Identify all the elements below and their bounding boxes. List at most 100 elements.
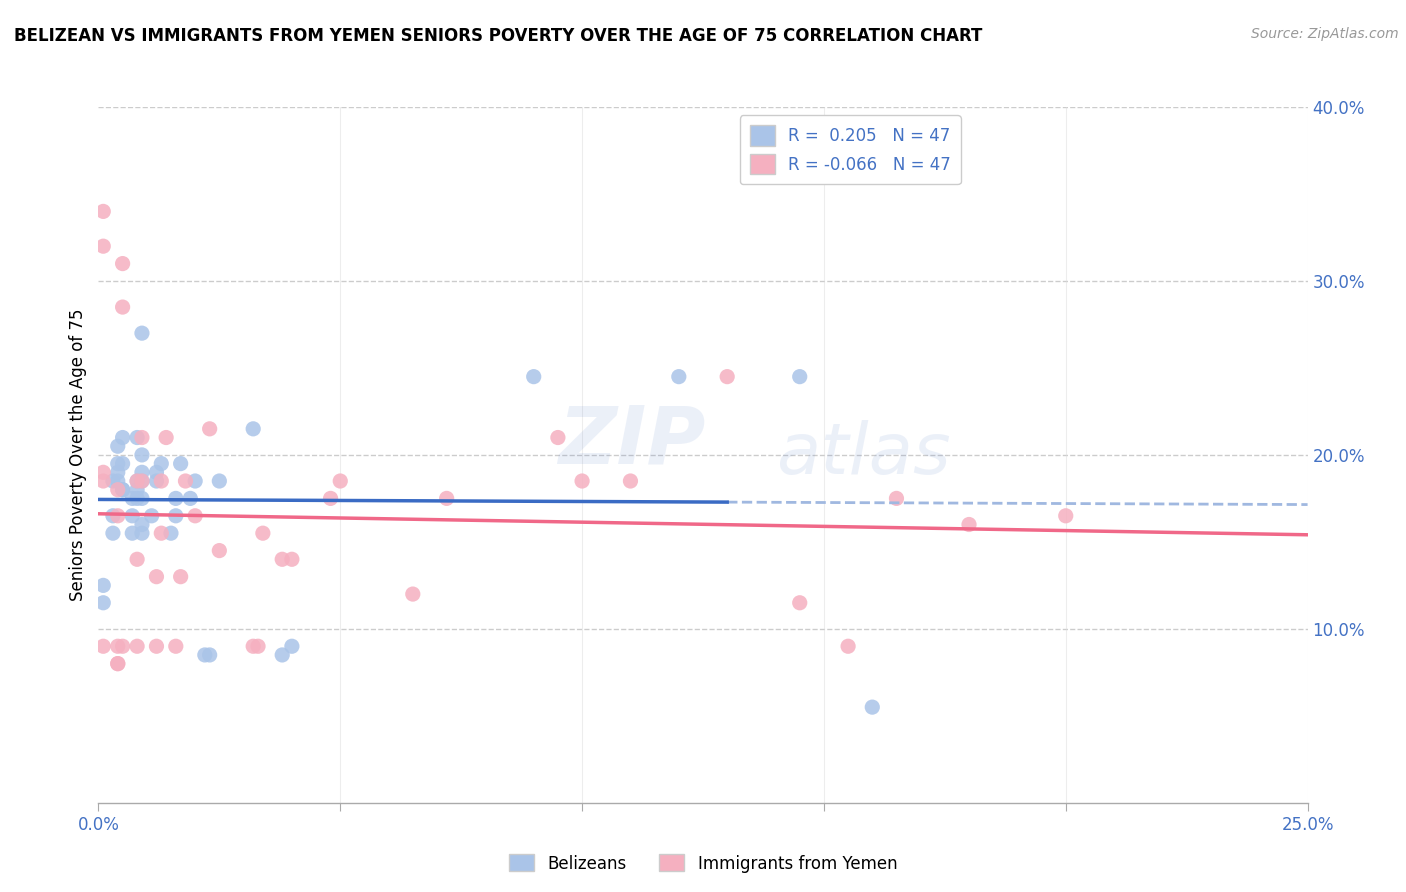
- Point: [208, 474, 231, 488]
- Point: [329, 474, 352, 488]
- Point: [145, 474, 167, 488]
- Point: [111, 256, 134, 270]
- Point: [155, 431, 177, 445]
- Point: [150, 474, 173, 488]
- Point: [145, 639, 167, 653]
- Point: [107, 657, 129, 671]
- Point: [837, 639, 859, 653]
- Point: [668, 369, 690, 384]
- Point: [111, 483, 134, 497]
- Point: [169, 457, 191, 471]
- Point: [131, 431, 153, 445]
- Point: [150, 526, 173, 541]
- Point: [547, 431, 569, 445]
- Point: [402, 587, 425, 601]
- Point: [242, 639, 264, 653]
- Point: [141, 508, 163, 523]
- Point: [436, 491, 458, 506]
- Point: [127, 474, 149, 488]
- Point: [131, 474, 153, 488]
- Point: [165, 639, 187, 653]
- Point: [150, 457, 173, 471]
- Point: [91, 474, 114, 488]
- Point: [91, 239, 114, 253]
- Legend: R =  0.205   N = 47, R = -0.066   N = 47: R = 0.205 N = 47, R = -0.066 N = 47: [740, 115, 960, 185]
- Point: [198, 422, 221, 436]
- Point: [523, 369, 546, 384]
- Point: [145, 570, 167, 584]
- Point: [127, 491, 149, 506]
- Point: [101, 508, 124, 523]
- Point: [107, 457, 129, 471]
- Point: [111, 431, 134, 445]
- Point: [111, 483, 134, 497]
- Point: [131, 466, 153, 480]
- Point: [165, 508, 187, 523]
- Point: [131, 491, 153, 506]
- Point: [131, 526, 153, 541]
- Point: [271, 648, 294, 662]
- Point: [194, 648, 217, 662]
- Point: [789, 369, 811, 384]
- Point: [131, 517, 153, 532]
- Point: [91, 639, 114, 653]
- Point: [179, 491, 201, 506]
- Text: BELIZEAN VS IMMIGRANTS FROM YEMEN SENIORS POVERTY OVER THE AGE OF 75 CORRELATION: BELIZEAN VS IMMIGRANTS FROM YEMEN SENIOR…: [14, 27, 983, 45]
- Point: [107, 466, 129, 480]
- Legend: Belizeans, Immigrants from Yemen: Belizeans, Immigrants from Yemen: [502, 847, 904, 880]
- Point: [127, 552, 149, 566]
- Point: [101, 526, 124, 541]
- Point: [198, 648, 221, 662]
- Point: [281, 639, 304, 653]
- Text: ZIP: ZIP: [558, 402, 706, 480]
- Point: [184, 474, 207, 488]
- Point: [169, 570, 191, 584]
- Point: [247, 639, 270, 653]
- Point: [101, 474, 124, 488]
- Point: [145, 466, 167, 480]
- Point: [860, 700, 883, 714]
- Point: [165, 491, 187, 506]
- Point: [1054, 508, 1077, 523]
- Point: [319, 491, 342, 506]
- Point: [131, 474, 153, 488]
- Point: [127, 639, 149, 653]
- Point: [619, 474, 641, 488]
- Text: Source: ZipAtlas.com: Source: ZipAtlas.com: [1251, 27, 1399, 41]
- Point: [91, 204, 114, 219]
- Point: [252, 526, 274, 541]
- Point: [111, 300, 134, 314]
- Point: [131, 326, 153, 340]
- Point: [716, 369, 738, 384]
- Point: [121, 508, 143, 523]
- Point: [127, 431, 149, 445]
- Point: [208, 543, 231, 558]
- Point: [789, 596, 811, 610]
- Point: [957, 517, 980, 532]
- Point: [91, 466, 114, 480]
- Point: [121, 491, 143, 506]
- Point: [571, 474, 593, 488]
- Point: [107, 474, 129, 488]
- Point: [281, 552, 304, 566]
- Point: [127, 474, 149, 488]
- Y-axis label: Seniors Poverty Over the Age of 75: Seniors Poverty Over the Age of 75: [69, 309, 87, 601]
- Point: [184, 508, 207, 523]
- Point: [131, 448, 153, 462]
- Point: [111, 457, 134, 471]
- Point: [127, 483, 149, 497]
- Point: [107, 483, 129, 497]
- Point: [160, 526, 183, 541]
- Point: [242, 422, 264, 436]
- Point: [91, 596, 114, 610]
- Point: [111, 639, 134, 653]
- Point: [121, 526, 143, 541]
- Point: [91, 578, 114, 592]
- Point: [107, 639, 129, 653]
- Point: [271, 552, 294, 566]
- Point: [107, 657, 129, 671]
- Point: [107, 439, 129, 453]
- Point: [107, 508, 129, 523]
- Text: atlas: atlas: [776, 420, 950, 490]
- Point: [174, 474, 197, 488]
